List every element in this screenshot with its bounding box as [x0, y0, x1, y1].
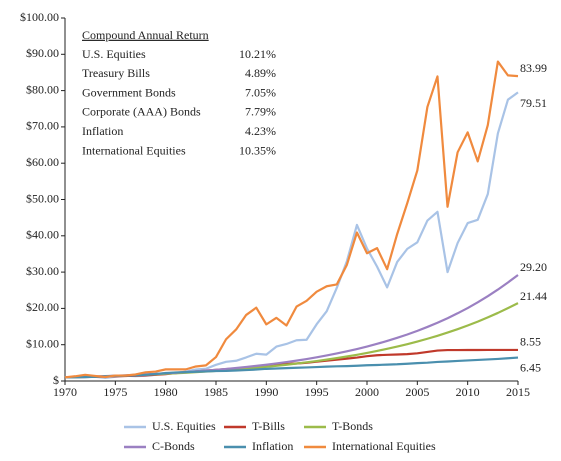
x-tick-label: 1985 — [204, 385, 228, 399]
x-tick-label: 1980 — [154, 385, 178, 399]
annotation-value: 10.21% — [239, 47, 276, 61]
y-tick-label: $40.00 — [26, 228, 59, 242]
x-tick-label: 2005 — [405, 385, 429, 399]
annotation-name: Corporate (AAA) Bonds — [82, 105, 201, 119]
annotation-value: 7.79% — [245, 105, 276, 119]
end-label: 29.20 — [520, 260, 547, 274]
y-tick-label: $90.00 — [26, 46, 59, 60]
annotation-name: U.S. Equities — [82, 47, 146, 61]
x-tick-label: 2010 — [456, 385, 480, 399]
annotation-value: 4.23% — [245, 124, 276, 138]
legend-label: U.S. Equities — [152, 419, 216, 433]
y-tick-label: $ — [53, 373, 59, 387]
series-line — [64, 60, 519, 379]
annotation-name: International Equities — [82, 143, 186, 157]
series-line — [64, 356, 519, 379]
end-label: 83.99 — [520, 61, 547, 75]
annotation-value: 7.05% — [245, 85, 276, 99]
y-tick-label: $100.00 — [20, 10, 59, 24]
annotation-name: Inflation — [82, 124, 123, 138]
annotation-name: Treasury Bills — [82, 66, 150, 80]
x-tick-label: 1990 — [254, 385, 278, 399]
end-label: 6.45 — [520, 360, 541, 374]
annotation-value: 4.89% — [245, 66, 276, 80]
y-tick-label: $80.00 — [26, 82, 59, 96]
y-tick-label: $20.00 — [26, 300, 59, 314]
annotation-title: Compound Annual Return — [82, 28, 209, 42]
y-tick-label: $60.00 — [26, 155, 59, 169]
legend-label: T-Bonds — [332, 419, 373, 433]
y-tick-label: $50.00 — [26, 191, 59, 205]
legend-label: T-Bills — [252, 419, 285, 433]
annotation-value: 10.35% — [239, 143, 276, 157]
y-tick-label: $10.00 — [26, 336, 59, 350]
end-label: 79.51 — [520, 96, 547, 110]
y-tick-label: $30.00 — [26, 264, 59, 278]
x-tick-label: 1995 — [305, 385, 329, 399]
x-tick-label: 1970 — [53, 385, 77, 399]
annotation-name: Government Bonds — [82, 85, 176, 99]
x-tick-label: 2015 — [506, 385, 530, 399]
legend-label: Inflation — [252, 439, 293, 453]
legend-label: C-Bonds — [152, 439, 195, 453]
y-tick-label: $70.00 — [26, 119, 59, 133]
x-tick-label: 2000 — [355, 385, 379, 399]
series-line — [64, 91, 519, 380]
x-tick-label: 1975 — [103, 385, 127, 399]
end-label: 21.44 — [520, 289, 547, 303]
legend-label: International Equities — [332, 439, 436, 453]
end-label: 8.55 — [520, 335, 541, 349]
